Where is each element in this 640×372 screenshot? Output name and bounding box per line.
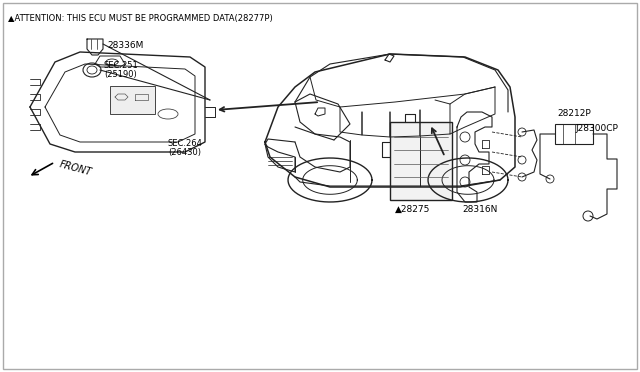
Text: FRONT: FRONT — [58, 159, 93, 177]
FancyBboxPatch shape — [110, 86, 155, 114]
Text: (26430): (26430) — [168, 148, 201, 157]
Text: (25190): (25190) — [104, 71, 137, 80]
Text: SEC.251: SEC.251 — [104, 61, 139, 71]
Text: ▲ATTENTION: THIS ECU MUST BE PROGRAMMED DATA(28277P): ▲ATTENTION: THIS ECU MUST BE PROGRAMMED … — [8, 14, 273, 23]
Text: SEC.264: SEC.264 — [168, 139, 203, 148]
FancyBboxPatch shape — [555, 124, 593, 144]
Text: 28336M: 28336M — [107, 41, 143, 49]
Text: 28212P: 28212P — [557, 109, 591, 118]
FancyBboxPatch shape — [390, 122, 452, 200]
Text: J28300CP: J28300CP — [575, 124, 618, 133]
Text: ▲28275: ▲28275 — [395, 205, 430, 214]
Text: 28316N: 28316N — [462, 205, 497, 214]
